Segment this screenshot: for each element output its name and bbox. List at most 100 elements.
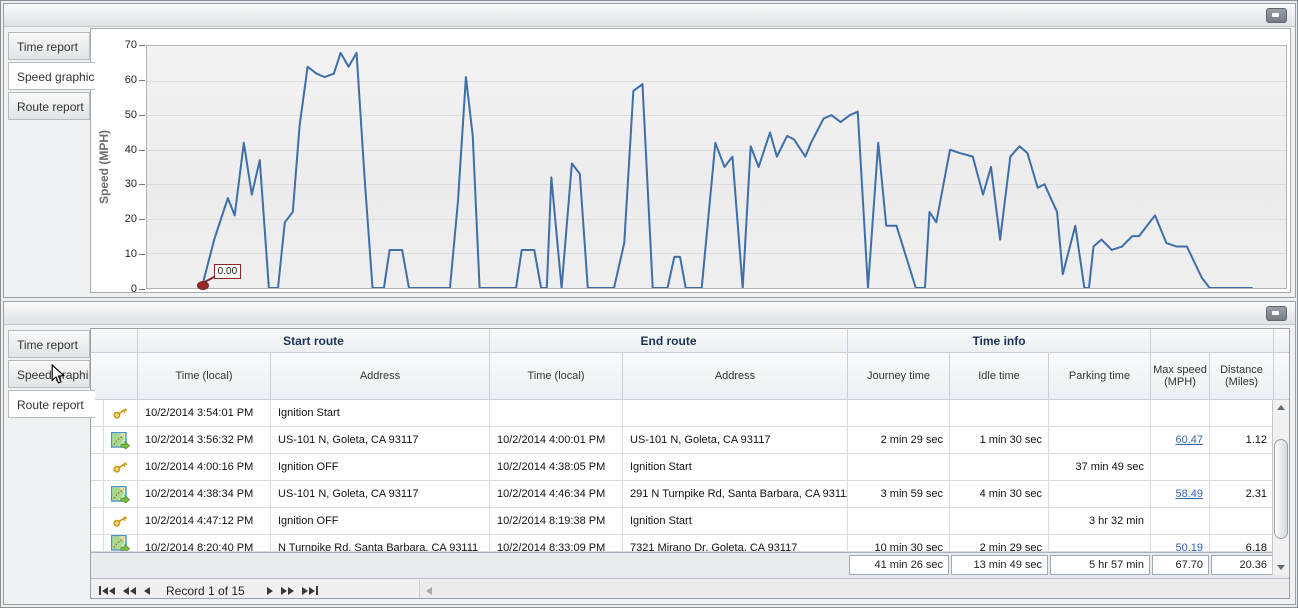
band-start-route: Start route: [138, 329, 490, 353]
ignition-key-icon: [104, 400, 138, 427]
table-header-row: Time (local) Address Time (local) Addres…: [91, 353, 1289, 400]
header-idle-time[interactable]: Idle time: [950, 353, 1049, 400]
row-indicator: [91, 508, 104, 535]
cell-distance: 6.18: [1210, 535, 1274, 552]
horizontal-scrollbar[interactable]: [419, 580, 1289, 598]
cell-distance: 2.31: [1210, 481, 1274, 508]
table-row[interactable]: 10/2/2014 3:54:01 PM Ignition Start: [91, 400, 1289, 427]
cell-end-address: 7321 Mirano Dr, Goleta, CA 93117: [623, 535, 848, 552]
route-report-panel: Time report Speed graphic Route report S…: [3, 301, 1296, 605]
cell-start-address: Ignition OFF: [271, 508, 490, 535]
tab-route-report[interactable]: Route report: [8, 92, 90, 120]
cell-start-time: 10/2/2014 3:54:01 PM: [138, 400, 271, 427]
cell-journey-time: 10 min 30 sec: [848, 535, 950, 552]
speed-graphic-content: Time report Speed graphic Route report S…: [4, 26, 1295, 297]
cell-distance: 1.12: [1210, 427, 1274, 454]
summary-distance: 20.36: [1211, 555, 1273, 575]
cell-start-time: 10/2/2014 8:20:40 PM: [138, 535, 271, 552]
cell-parking-time: 37 min 49 sec: [1049, 454, 1151, 481]
y-axis: 70 60 50 40 30 20 10 0: [113, 39, 146, 295]
header-max-speed[interactable]: Max speed (MPH): [1151, 353, 1210, 400]
next-record-button[interactable]: [266, 584, 273, 598]
header-journey-time[interactable]: Journey time: [848, 353, 950, 400]
ignition-key-icon: [104, 454, 138, 481]
header-end-time[interactable]: Time (local): [490, 353, 623, 400]
summary-spacer: [91, 553, 848, 578]
cell-start-time: 10/2/2014 4:47:12 PM: [138, 508, 271, 535]
cell-start-address: Ignition Start: [271, 400, 490, 427]
previous-page-button[interactable]: [122, 584, 136, 598]
route-map-icon: [104, 535, 138, 552]
tab-route-report[interactable]: Route report: [8, 390, 95, 418]
table-row[interactable]: 10/2/2014 4:47:12 PM Ignition OFF 10/2/2…: [91, 508, 1289, 535]
scroll-down-icon[interactable]: [1273, 560, 1289, 575]
cell-end-time: 10/2/2014 4:46:34 PM: [490, 481, 623, 508]
band-time-info: Time info: [848, 329, 1151, 353]
tab-speed-graphic[interactable]: Speed graphic: [8, 62, 95, 90]
y-tick-label: 20: [124, 213, 137, 226]
cell-idle-time: [950, 454, 1049, 481]
y-tick-label: 60: [124, 73, 137, 86]
cell-idle-time: 2 min 29 sec: [950, 535, 1049, 552]
header-blank: [1274, 353, 1289, 400]
cell-end-time: 10/2/2014 4:00:01 PM: [490, 427, 623, 454]
row-indicator: [91, 427, 104, 454]
first-record-button[interactable]: [98, 584, 115, 598]
cell-max-speed[interactable]: 50.19: [1151, 535, 1210, 552]
cell-max-speed: [1151, 400, 1210, 427]
speed-chart: Speed (MPH) 70 60 50 40 30 20 10 0: [90, 28, 1291, 295]
cell-journey-time: [848, 400, 950, 427]
cell-idle-time: [950, 508, 1049, 535]
header-distance[interactable]: Distance (Miles): [1210, 353, 1274, 400]
series-start-marker: [196, 281, 209, 290]
scroll-up-icon[interactable]: [1273, 400, 1289, 415]
table-row[interactable]: 10/2/2014 4:00:16 PM Ignition OFF 10/2/2…: [91, 454, 1289, 481]
header-parking-time[interactable]: Parking time: [1049, 353, 1151, 400]
route-map-icon: [104, 481, 138, 508]
cell-end-address: US-101 N, Goleta, CA 93117: [623, 427, 848, 454]
table-row[interactable]: 10/2/2014 8:20:40 PM N Turnpike Rd, Sant…: [91, 535, 1289, 552]
tab-time-report[interactable]: Time report: [8, 32, 90, 60]
next-page-button[interactable]: [280, 584, 294, 598]
cell-start-address: US-101 N, Goleta, CA 93117: [271, 427, 490, 454]
cell-journey-time: [848, 508, 950, 535]
cell-parking-time: [1049, 535, 1151, 552]
y-tick-label: 10: [124, 248, 137, 261]
gridline: [147, 115, 1286, 117]
cell-start-time: 10/2/2014 4:38:34 PM: [138, 481, 271, 508]
summary-row: 41 min 26 sec 13 min 49 sec 5 hr 57 min …: [91, 552, 1289, 578]
header-end-address[interactable]: Address: [623, 353, 848, 400]
band-end-route: End route: [490, 329, 848, 353]
max-speed-link[interactable]: 60.47: [1151, 427, 1210, 454]
cell-parking-time: [1049, 400, 1151, 427]
scrollbar-thumb[interactable]: [1274, 438, 1288, 539]
cell-start-time: 10/2/2014 3:56:32 PM: [138, 427, 271, 454]
table-row[interactable]: 10/2/2014 4:38:34 PM US-101 N, Goleta, C…: [91, 481, 1289, 508]
gridline: [147, 184, 1286, 186]
vertical-scrollbar[interactable]: [1272, 400, 1289, 575]
scroll-left-icon[interactable]: [426, 587, 432, 595]
table-row[interactable]: 10/2/2014 3:56:32 PM US-101 N, Goleta, C…: [91, 427, 1289, 454]
header-start-time[interactable]: Time (local): [138, 353, 271, 400]
band-blank: [1151, 329, 1274, 353]
route-table: Start route End route Time info Time (lo…: [90, 328, 1290, 599]
cell-distance: [1210, 400, 1274, 427]
collapse-panel-icon[interactable]: [1266, 8, 1287, 23]
cell-parking-time: [1049, 427, 1151, 454]
previous-record-button[interactable]: [143, 584, 150, 598]
ignition-key-icon: [104, 508, 138, 535]
header-start-address[interactable]: Address: [271, 353, 490, 400]
cell-distance: [1210, 454, 1274, 481]
collapse-panel-icon[interactable]: [1266, 306, 1287, 321]
cell-max-speed: [1151, 508, 1210, 535]
y-tick-label: 50: [124, 108, 137, 121]
last-record-button[interactable]: [301, 584, 318, 598]
tab-time-report[interactable]: Time report: [8, 330, 90, 358]
cell-end-time: 10/2/2014 8:33:09 PM: [490, 535, 623, 552]
tab-speed-graphic[interactable]: Speed graphic: [8, 360, 90, 388]
max-speed-link[interactable]: 58.49: [1151, 481, 1210, 508]
route-map-icon: [104, 427, 138, 454]
summary-idle-time: 13 min 49 sec: [951, 555, 1048, 575]
route-report-content: Time report Speed graphic Route report S…: [4, 324, 1295, 604]
